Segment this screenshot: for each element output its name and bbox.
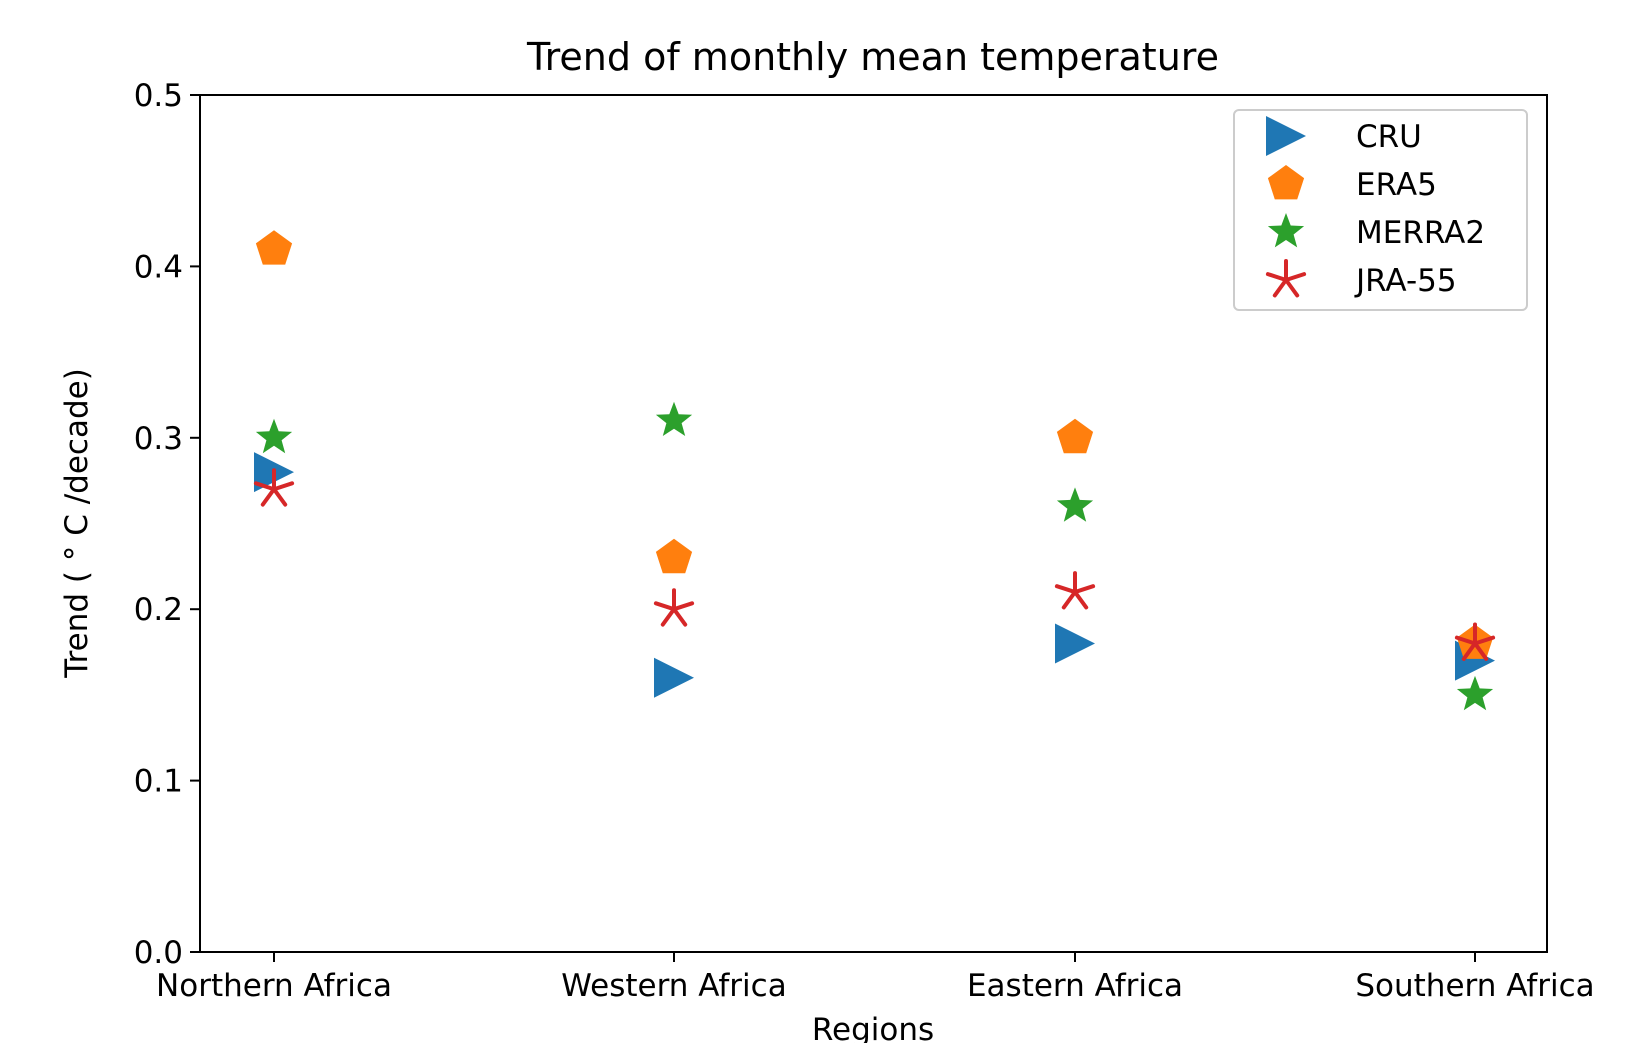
data-point xyxy=(255,418,293,454)
legend-marker xyxy=(1267,165,1305,200)
legend-marker xyxy=(1266,116,1306,156)
data-point xyxy=(1456,675,1494,711)
y-tick-label: 0.1 xyxy=(134,764,183,800)
legend-label: JRA-55 xyxy=(1354,263,1457,299)
x-tick-label: Southern Africa xyxy=(1355,968,1594,1004)
plot-area xyxy=(253,230,1496,711)
plot-frame xyxy=(199,94,1548,953)
y-axis-label: Trend ( ° C /decade) xyxy=(59,368,95,679)
chart-title: Trend of monthly mean temperature xyxy=(526,35,1219,79)
x-tick-label: Western Africa xyxy=(561,968,786,1004)
y-tick-label: 0.4 xyxy=(134,249,183,285)
data-point xyxy=(253,468,295,507)
data-point xyxy=(653,588,695,627)
legend-label: CRU xyxy=(1356,119,1422,155)
y-tick-label: 0.0 xyxy=(134,935,183,971)
x-axis-label: Regions xyxy=(812,1012,934,1043)
legend: CRU ERA5 MERRA2 JRA-55 xyxy=(1233,109,1528,311)
x-axis: Northern Africa Western Africa Eastern Afr… xyxy=(156,952,1595,1004)
x-tick-label: Northern Africa xyxy=(156,968,392,1004)
data-point xyxy=(255,230,293,265)
data-point xyxy=(655,538,693,574)
data-point xyxy=(1054,571,1096,610)
legend-label: MERRA2 xyxy=(1356,215,1485,251)
y-axis: 0.0 0.1 0.2 0.3 0.4 0.5 xyxy=(134,78,200,971)
legend-label: ERA5 xyxy=(1356,167,1437,203)
y-tick-label: 0.3 xyxy=(134,421,183,457)
legend-box xyxy=(1233,109,1528,311)
data-point xyxy=(1056,487,1094,522)
x-tick-label: Eastern Africa xyxy=(967,968,1183,1004)
y-tick-label: 0.5 xyxy=(134,78,183,114)
legend-marker xyxy=(1267,213,1305,248)
data-point xyxy=(1056,418,1094,454)
data-point xyxy=(1055,623,1095,664)
legend-marker xyxy=(1265,259,1307,298)
data-point xyxy=(654,657,694,698)
y-tick-label: 0.2 xyxy=(134,592,183,628)
data-point xyxy=(1454,622,1496,661)
data-point xyxy=(655,401,693,436)
